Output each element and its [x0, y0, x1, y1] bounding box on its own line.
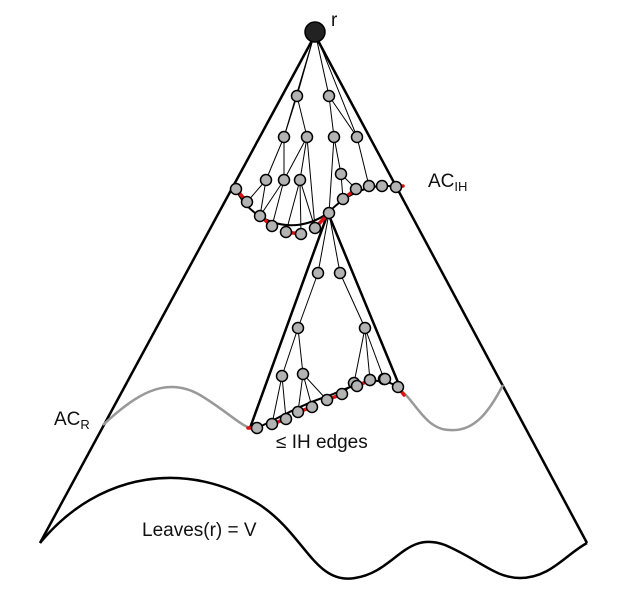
tree-node — [294, 227, 308, 241]
tree-edge — [299, 179, 302, 235]
tree-node — [277, 130, 291, 144]
tree-node — [240, 195, 254, 209]
ac-r-label-main: AC — [54, 409, 80, 430]
tree-edge — [296, 95, 308, 138]
tree-node — [336, 192, 350, 206]
tree-node — [279, 225, 293, 239]
tree-edge — [328, 95, 358, 138]
tree-edge — [364, 327, 371, 381]
ac-ih-label-main: AC — [428, 171, 454, 192]
tree-node — [322, 206, 336, 220]
tree-node — [277, 173, 291, 187]
tree-node — [327, 130, 341, 144]
tree-edge — [328, 136, 335, 214]
tree-edge — [283, 95, 298, 138]
tree-edge — [299, 136, 308, 181]
tree-node — [349, 182, 363, 196]
tree-node — [265, 417, 279, 431]
tree-edge — [353, 327, 366, 384]
tree-node — [311, 266, 325, 280]
tree-edge — [317, 212, 330, 274]
tree-node — [333, 266, 347, 280]
tree-edge — [281, 375, 287, 420]
tree-edge — [285, 179, 301, 233]
tree-node — [375, 179, 389, 193]
tree-node — [350, 130, 364, 144]
ac-ih-label-sub: IH — [454, 179, 467, 194]
ac-ih-label: ACIH — [428, 171, 467, 194]
tree-edge — [281, 327, 299, 377]
tree-node — [300, 130, 314, 144]
tree-edge — [356, 136, 370, 187]
tree-edge — [265, 136, 285, 181]
tree-node — [291, 321, 305, 335]
tree-node — [334, 167, 348, 181]
tree-node — [391, 380, 405, 394]
tree-edge — [271, 179, 285, 227]
tree-edge — [297, 373, 304, 413]
tree-edge — [297, 272, 319, 329]
tree-edge — [283, 136, 308, 181]
tree-node — [259, 173, 273, 187]
tree-edge — [314, 31, 330, 97]
leaves-label: Leaves(r) = V — [142, 520, 257, 541]
tree-nodes — [229, 89, 405, 435]
tree-node — [358, 321, 372, 335]
ih-edges-label: ≤ IH edges — [276, 432, 368, 453]
tree-node — [308, 221, 322, 235]
tree-edge — [364, 327, 385, 380]
tree-node — [305, 400, 319, 414]
tree-node — [378, 372, 392, 386]
tree-edge — [259, 179, 285, 217]
tree-node — [293, 173, 307, 187]
root-label: r — [331, 10, 338, 31]
tree-edge — [299, 179, 316, 229]
tree-node — [265, 219, 279, 233]
tree-edge — [333, 136, 342, 175]
tree-edge — [339, 272, 366, 329]
tree-node — [291, 405, 305, 419]
tree-node — [389, 180, 403, 194]
root-node — [304, 21, 326, 43]
tree-outline — [38, 34, 589, 544]
tree-node — [229, 182, 243, 196]
leaves-boundary — [39, 476, 588, 580]
tree-edge — [306, 136, 316, 229]
tree-node — [320, 393, 334, 407]
tree-node — [290, 89, 304, 103]
tree-node — [296, 367, 310, 381]
tree-edge — [328, 95, 335, 138]
ac-r-label-sub: R — [80, 417, 89, 432]
tree-node — [350, 379, 364, 393]
tree-edge — [271, 375, 283, 425]
tree-node — [253, 209, 267, 223]
tree-node — [322, 89, 336, 103]
tree-node — [335, 387, 349, 401]
ac-r-label: ACR — [54, 409, 90, 432]
tree-edge — [297, 327, 304, 375]
tree-node — [279, 412, 293, 426]
tree-node — [363, 373, 377, 387]
tree-node — [250, 421, 264, 435]
ac-r-curve — [102, 384, 505, 432]
tree-node — [275, 369, 289, 383]
tree-node — [362, 179, 376, 193]
